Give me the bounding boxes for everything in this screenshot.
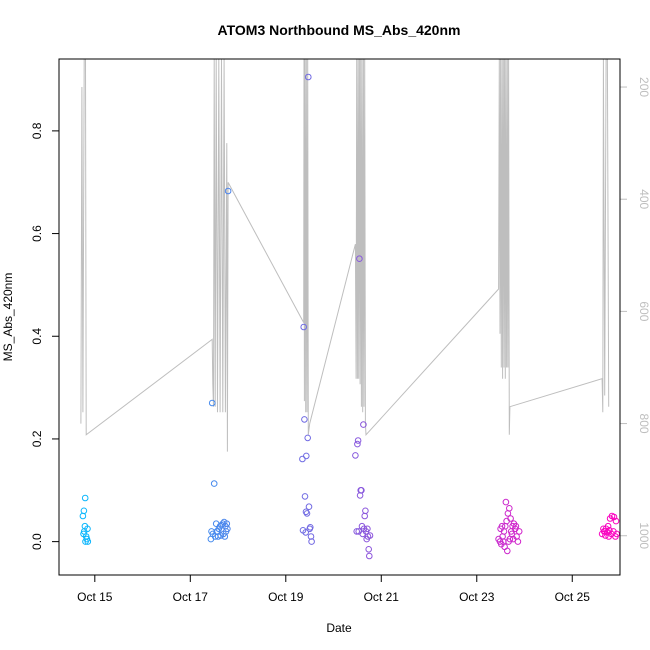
y-tick-label: 0.4 bbox=[30, 328, 44, 345]
y2-tick-label: 1000 bbox=[637, 522, 650, 549]
data-point bbox=[84, 538, 92, 545]
data-point bbox=[302, 508, 310, 516]
data-point bbox=[512, 522, 520, 530]
x-tick-label: Oct 19 bbox=[268, 590, 304, 604]
x-tick-label: Oct 15 bbox=[77, 590, 113, 604]
data-point bbox=[305, 503, 313, 511]
data-point bbox=[355, 528, 363, 535]
y-tick-label: 0.2 bbox=[30, 430, 44, 447]
data-point bbox=[84, 525, 91, 533]
data-point bbox=[366, 532, 374, 539]
data-point bbox=[221, 533, 229, 540]
data-point bbox=[506, 505, 513, 512]
data-point bbox=[503, 517, 510, 525]
data-point bbox=[80, 507, 88, 515]
y-axis-label: MS_Abs_420nm bbox=[1, 273, 15, 362]
data-point bbox=[208, 399, 216, 407]
data-point bbox=[303, 510, 311, 517]
data-point bbox=[307, 524, 314, 531]
y-tick-label: 0.6 bbox=[30, 225, 44, 242]
y2-tick-label: 600 bbox=[637, 301, 650, 321]
y-tick-label: 0.8 bbox=[30, 122, 44, 139]
data-point bbox=[365, 546, 373, 553]
scatter-series bbox=[79, 73, 621, 560]
x-tick-label: Oct 21 bbox=[364, 590, 400, 604]
line-path bbox=[80, 59, 610, 452]
data-point bbox=[502, 498, 510, 506]
data-point bbox=[79, 512, 87, 520]
x-tick-label: Oct 23 bbox=[459, 590, 495, 604]
data-point bbox=[363, 535, 371, 543]
data-point bbox=[299, 455, 306, 463]
data-point bbox=[362, 507, 369, 515]
data-point bbox=[80, 530, 87, 538]
data-point bbox=[612, 517, 620, 525]
x-tick-label: Oct 25 bbox=[555, 590, 591, 604]
data-point bbox=[207, 535, 215, 543]
y-tick-label: 0.0 bbox=[30, 533, 44, 550]
y2-tick-label: 200 bbox=[637, 77, 650, 97]
line-series bbox=[80, 59, 610, 452]
data-point bbox=[605, 533, 613, 540]
data-point bbox=[360, 421, 367, 428]
data-point bbox=[210, 480, 218, 487]
data-point bbox=[354, 437, 362, 444]
data-point bbox=[361, 512, 369, 520]
data-point bbox=[354, 440, 361, 448]
data-point bbox=[364, 525, 371, 533]
data-point bbox=[498, 522, 506, 530]
data-point bbox=[610, 513, 618, 521]
data-point bbox=[606, 527, 613, 534]
data-point bbox=[303, 452, 310, 460]
data-point bbox=[224, 187, 232, 195]
data-point bbox=[366, 552, 373, 560]
data-point bbox=[509, 535, 517, 543]
data-point bbox=[300, 323, 308, 331]
x-tick-label: Oct 17 bbox=[173, 590, 209, 604]
data-point bbox=[302, 529, 310, 536]
data-point bbox=[352, 452, 359, 459]
data-point bbox=[301, 493, 309, 500]
data-point bbox=[601, 528, 609, 535]
data-point bbox=[304, 434, 312, 442]
data-point bbox=[507, 515, 514, 522]
data-point bbox=[356, 492, 364, 499]
data-point bbox=[301, 416, 308, 423]
data-point bbox=[504, 547, 511, 555]
y2-tick-label: 800 bbox=[637, 414, 650, 434]
data-point bbox=[353, 528, 361, 535]
data-point bbox=[356, 255, 363, 263]
axes: Oct 15 Oct 17 Oct 19 Oct 21 Oct 23 Oct 25 0.0 0… bbox=[30, 77, 650, 604]
data-point bbox=[213, 528, 221, 535]
data-point bbox=[224, 525, 231, 533]
data-point bbox=[82, 538, 89, 545]
data-point bbox=[305, 73, 312, 81]
plot-frame bbox=[58, 58, 621, 576]
data-point bbox=[515, 528, 523, 535]
data-point bbox=[81, 494, 89, 502]
y2-tick-label: 400 bbox=[637, 189, 650, 209]
x-axis-label: Date bbox=[326, 621, 352, 635]
data-point bbox=[308, 538, 315, 545]
chart-title: ATOM3 Northbound MS_Abs_420nm bbox=[218, 22, 461, 38]
